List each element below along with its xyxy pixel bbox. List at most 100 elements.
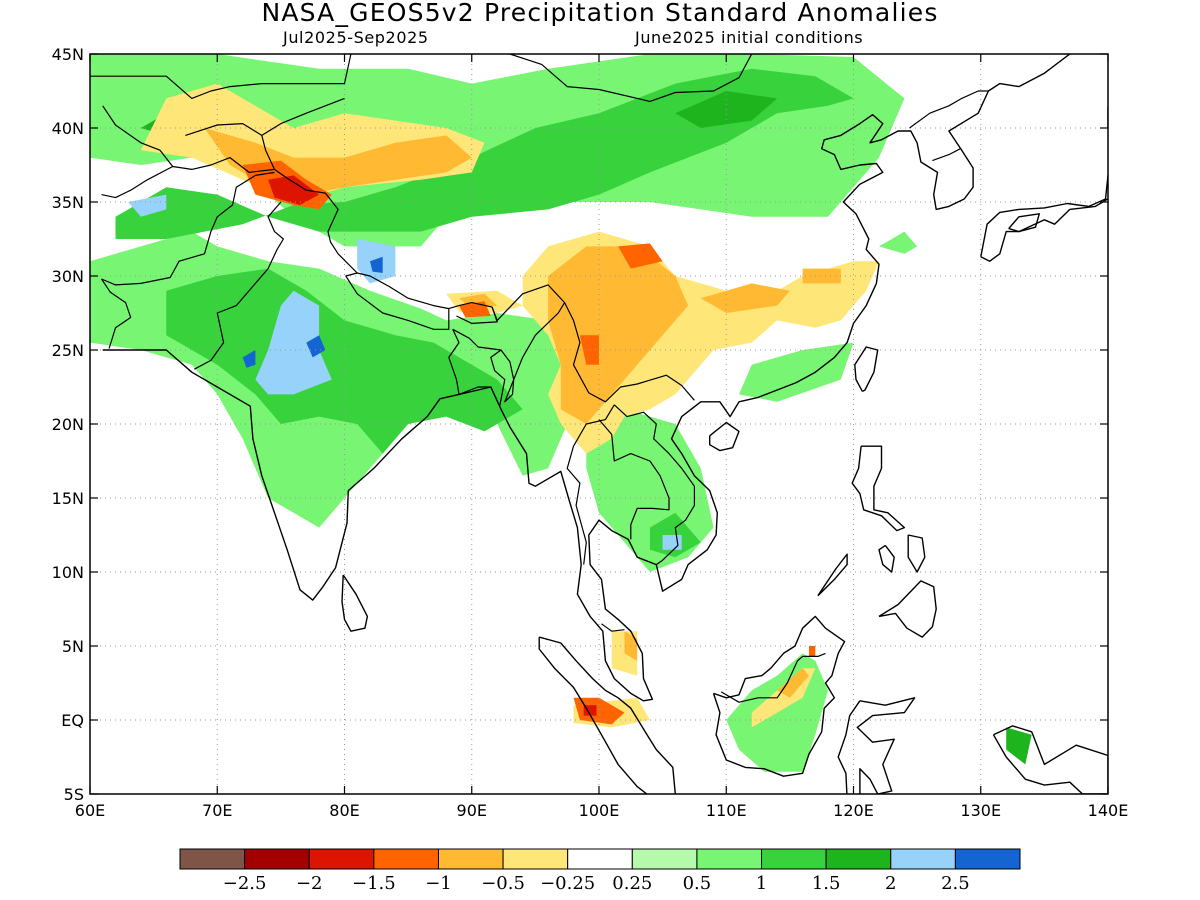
colorbar-swatch <box>761 848 827 870</box>
colorbar-label: −2.5 <box>223 873 267 894</box>
colorbar-label: −0.5 <box>481 873 525 894</box>
anomaly-region-17 <box>242 350 256 368</box>
lat-tick-label: 35N <box>52 193 84 212</box>
anomaly-region-11 <box>1006 727 1032 765</box>
colorbar-label: −2 <box>296 873 323 894</box>
lon-tick-label: 130E <box>960 801 1001 820</box>
colorbar-swatch <box>373 848 439 870</box>
colorbar-swatch <box>696 848 763 870</box>
anomaly-region-16 <box>306 335 326 358</box>
lat-tick-label: 45N <box>52 45 84 64</box>
border-myanmar-thai <box>566 404 615 565</box>
lon-tick-label: 70E <box>202 801 232 820</box>
coastline-sumatra <box>538 636 676 794</box>
coastline-mindoro-palawan <box>817 553 848 597</box>
anomaly-region-15 <box>662 535 682 550</box>
lat-tick-label: 5S <box>64 785 84 804</box>
map-axes: 60E 70E 80E 90E 100E 110E 120E 130E 140E 5S EQ 5N 10… <box>52 45 1129 820</box>
lat-tick-label: 15N <box>52 489 84 508</box>
lon-tick-label: 90E <box>457 801 487 820</box>
lat-tick-label: 5N <box>62 637 84 656</box>
colorbar-label: 1 <box>756 873 767 894</box>
colorbar-label: 2.5 <box>941 873 970 894</box>
border-xinjiang-west <box>261 135 276 170</box>
coastline-japan <box>980 106 1108 262</box>
colorbar-label: −1 <box>425 873 452 894</box>
anomaly-region-33 <box>618 243 663 269</box>
coastline-new-guinea <box>992 725 1108 794</box>
anomaly-region-5 <box>739 342 854 402</box>
border-china-mongolia <box>507 54 757 103</box>
border-bhutan <box>456 306 498 324</box>
coastline-taiwan <box>854 346 879 393</box>
lon-tick-label: 120E <box>833 801 874 820</box>
lon-tick-label: 110E <box>706 801 747 820</box>
lon-tick-label: 140E <box>1088 801 1129 820</box>
coastline-visayas-2 <box>907 534 926 573</box>
border-afghanistan-north <box>101 157 275 199</box>
anomaly-region-4 <box>879 231 918 254</box>
colorbar-swatch <box>567 848 633 870</box>
border-india-pakistan <box>194 201 284 370</box>
graticule <box>90 54 1108 794</box>
anomaly-region-39 <box>583 705 597 716</box>
map-title: NASA_GEOS5v2 Precipitation Standard Anom… <box>261 0 939 27</box>
lon-tick-label: 60E <box>75 801 105 820</box>
coastline-india <box>102 54 1071 702</box>
colorbar-swatch <box>825 848 892 870</box>
colorbar-swatch <box>437 848 504 870</box>
subtitle-period: Jul2025-Sep2025 <box>283 28 429 47</box>
border-thai-laos-cambodia <box>598 419 670 540</box>
anomaly-region-18 <box>370 256 383 273</box>
anomaly-region-28 <box>802 268 841 284</box>
border-kazakh <box>90 54 352 100</box>
anomaly-region-12 <box>255 290 332 395</box>
colorbar-label: 0.5 <box>683 873 712 894</box>
colorbar-label: −1.5 <box>352 873 396 894</box>
lat-tick-label: 25N <box>52 341 84 360</box>
lat-tick-label: 40N <box>52 119 84 138</box>
colorbar-label: −0.25 <box>540 873 595 894</box>
colorbar-swatch <box>179 848 246 870</box>
lon-tick-label: 100E <box>579 801 620 820</box>
border-korea <box>909 90 989 129</box>
border-kashmir-china <box>274 168 358 274</box>
coastline-shikoku <box>1008 213 1041 233</box>
colorbar-swatch <box>308 848 375 870</box>
border-afghanistan-pakistan <box>101 171 275 286</box>
coastline-sulawesi <box>837 697 916 794</box>
coastline-visayas-1 <box>878 544 895 573</box>
border-malaysia-thai <box>601 623 625 632</box>
anomaly-region-27 <box>700 283 790 313</box>
border-china-india-east <box>448 284 695 403</box>
anomaly-region-37 <box>809 646 816 657</box>
lat-tick-label: 10N <box>52 563 84 582</box>
coastline-sri-lanka <box>341 574 369 632</box>
coastline-mindanao <box>878 580 937 638</box>
coastline-timor-line <box>854 841 905 845</box>
subtitle-initial-conditions: June2025 initial conditions <box>635 28 864 47</box>
border-borneo-internal <box>720 652 826 703</box>
colorbar-swatch <box>244 848 310 870</box>
border-korea-dmz <box>932 148 961 162</box>
anomaly-region-38 <box>268 175 320 205</box>
colorbar-swatch <box>890 848 956 870</box>
anomaly-shading <box>90 54 1032 772</box>
colorbar-label: 2 <box>885 873 896 894</box>
coastlines <box>102 54 1108 845</box>
coastline-hainan <box>709 421 740 452</box>
lat-tick-label: EQ <box>61 711 84 730</box>
colorbar-label: 0.25 <box>612 873 652 894</box>
border-laos-vietnam <box>613 404 696 566</box>
colorbar-swatch <box>954 848 1021 870</box>
anomaly-region-6 <box>115 68 854 239</box>
border-turkmen-uzbek <box>102 105 174 167</box>
lat-tick-label: 30N <box>52 267 84 286</box>
lat-tick-label: 20N <box>52 415 84 434</box>
border-iran-pakistan <box>101 278 132 349</box>
border-india-myanmar <box>500 302 566 403</box>
colorbar-label: 1.5 <box>812 873 841 894</box>
anomaly-region-36 <box>573 697 625 725</box>
anomaly-region-35 <box>579 335 599 365</box>
